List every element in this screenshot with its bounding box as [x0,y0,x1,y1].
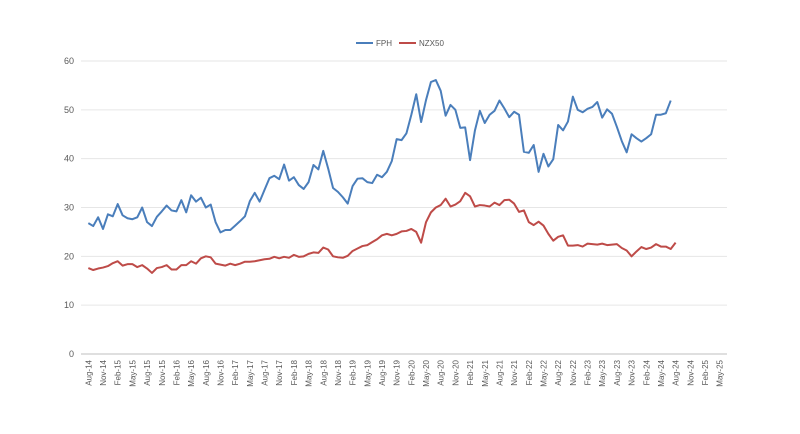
x-tick-label: Feb-17 [231,359,240,385]
x-tick-label: Nov-24 [686,359,695,385]
x-tick-label: Aug-16 [202,359,211,385]
x-tick-label: Nov-20 [451,359,460,385]
x-tick-label: Aug-15 [143,359,152,385]
y-tick-label: 30 [64,203,74,213]
x-tick-label: Aug-24 [672,359,681,385]
y-tick-label: 20 [64,251,74,261]
series-line-nzx50 [87,191,677,274]
x-tick-label: Aug-22 [554,359,563,385]
legend-label-nzx50: NZX50 [419,39,444,48]
x-tick-label: Feb-16 [172,359,181,385]
x-tick-label: Nov-22 [569,359,578,385]
legend: FPH NZX50 [356,39,444,48]
x-tick-label: Nov-15 [158,359,167,385]
x-tick-label: Aug-20 [437,359,446,385]
x-tick-label: May-18 [305,359,314,386]
x-tick-label: Nov-17 [275,359,284,385]
y-tick-label: 10 [64,300,74,310]
x-tick-label: May-25 [716,359,725,386]
series-line-fph [87,79,672,234]
x-tick-label: Nov-14 [99,359,108,385]
x-tick-label: May-16 [187,359,196,386]
x-tick-label: Feb-23 [584,359,593,385]
x-tick-label: Feb-24 [642,359,651,385]
x-tick-label: Feb-25 [701,359,710,385]
x-tick-label: Aug-14 [84,359,93,385]
x-tick-label: May-17 [246,359,255,386]
x-tick-label: Aug-18 [319,359,328,385]
y-tick-label: 0 [69,349,74,359]
series-lines [87,79,677,274]
x-tick-label: Aug-21 [495,359,504,385]
x-tick-label: May-19 [363,359,372,386]
legend-label-fph: FPH [376,39,392,48]
y-axis-ticks: 0 10 20 30 40 50 60 [64,56,74,359]
x-tick-label: Aug-23 [613,359,622,385]
x-tick-label: Feb-19 [349,359,358,385]
x-tick-label: May-15 [128,359,137,386]
x-tick-label: Aug-17 [261,359,270,385]
x-tick-label: Nov-23 [628,359,637,385]
x-tick-label: Nov-18 [334,359,343,385]
x-tick-label: Aug-19 [378,359,387,385]
x-tick-label: May-22 [539,359,548,386]
x-tick-label: Nov-19 [393,359,402,385]
y-tick-label: 50 [64,105,74,115]
gridlines [81,60,727,355]
x-tick-label: May-24 [657,359,666,386]
y-tick-label: 40 [64,154,74,164]
x-tick-label: Feb-20 [407,359,416,385]
x-tick-label: Feb-22 [525,359,534,385]
x-axis-ticks: Aug-14 Nov-14 Feb-15 May-15 Aug-15 Nov-15 Feb-… [84,359,724,386]
y-tick-label: 60 [64,56,74,66]
x-tick-label: Feb-21 [466,359,475,385]
x-tick-label: Nov-16 [216,359,225,385]
x-tick-label: Feb-15 [114,359,123,385]
x-tick-label: May-20 [422,359,431,386]
x-tick-label: Nov-21 [510,359,519,385]
x-tick-label: Feb-18 [290,359,299,385]
x-tick-label: May-23 [598,359,607,386]
x-tick-label: May-21 [481,359,490,386]
